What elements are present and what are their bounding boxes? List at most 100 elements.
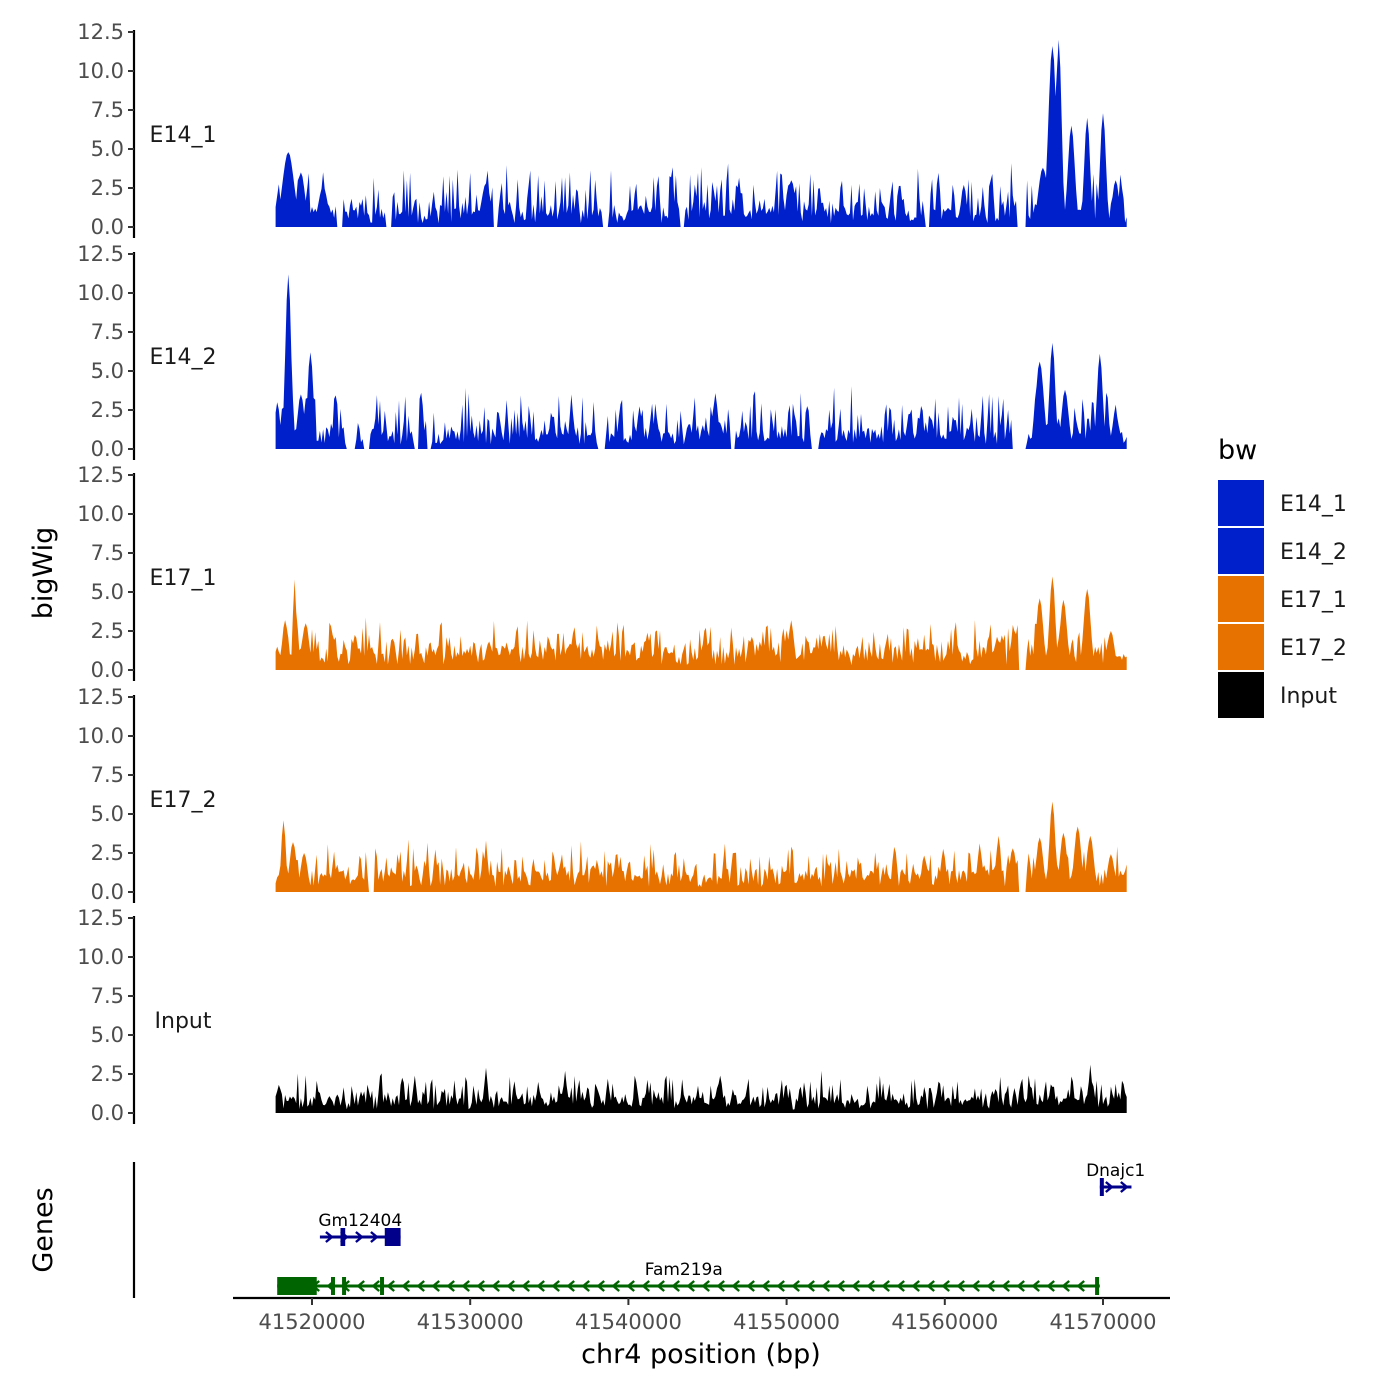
legend-swatch xyxy=(1218,480,1264,526)
strand-arrow xyxy=(731,1280,740,1292)
gene-Fam219a: Fam219a xyxy=(277,1260,1100,1295)
strand-arrow xyxy=(551,1280,560,1292)
legend-label: E17_2 xyxy=(1280,636,1347,661)
strand-arrow xyxy=(431,1280,440,1292)
x-axis: 41520000 41530000 41540000 41550000 41560000… xyxy=(233,1296,1170,1370)
strand-arrow xyxy=(416,1280,425,1292)
strand-arrow xyxy=(1046,1280,1055,1292)
strand-arrow xyxy=(536,1280,545,1292)
gene-models: Dnajc1 Gm12404 Fam219a xyxy=(277,1161,1145,1295)
y-tick-label: 5.0 xyxy=(91,137,124,161)
legend-item-Input: Input xyxy=(1218,672,1337,718)
strand-arrow xyxy=(566,1280,575,1292)
strand-arrow xyxy=(596,1280,605,1292)
strand-arrow xyxy=(581,1280,590,1292)
gene-Dnajc1: Dnajc1 xyxy=(1086,1161,1145,1196)
coverage-area-E14_1 xyxy=(275,39,1127,227)
strand-arrow xyxy=(356,1280,365,1292)
y-tick-label: 12.5 xyxy=(77,20,124,44)
legend-label: E17_1 xyxy=(1280,588,1347,613)
gene-exon xyxy=(384,1228,401,1246)
y-axis-title: bigWig xyxy=(28,527,59,620)
strand-arrow xyxy=(791,1280,800,1292)
track-E14_2: 0.0 2.5 5.0 7.5 10.0 12.5 E14_2 xyxy=(77,242,1127,461)
legend-item-E17_2: E17_2 xyxy=(1218,624,1347,670)
x-tick-label: 41550000 xyxy=(733,1310,840,1334)
strand-arrow xyxy=(836,1280,845,1292)
strand-arrow xyxy=(641,1280,650,1292)
gene-exon xyxy=(1095,1277,1100,1295)
y-tick-label: 0.0 xyxy=(91,880,124,904)
y-tick-label: 12.5 xyxy=(77,242,124,266)
strand-arrow xyxy=(656,1280,665,1292)
strand-arrow xyxy=(1061,1280,1070,1292)
x-tick-label: 41540000 xyxy=(575,1310,682,1334)
genes-panel: Genes Dnajc1 Gm12404 Fam219a xyxy=(28,1161,1145,1298)
legend-swatch xyxy=(1218,528,1264,574)
strand-arrow xyxy=(716,1280,725,1292)
gene-Gm12404: Gm12404 xyxy=(318,1211,402,1246)
y-tick-label: 2.5 xyxy=(91,1062,124,1086)
track-E14_1: 0.0 2.5 5.0 7.5 10.0 12.5 E14_1 xyxy=(77,20,1127,239)
y-tick-label: 2.5 xyxy=(91,841,124,865)
strand-arrow xyxy=(776,1280,785,1292)
y-tick-label: 2.5 xyxy=(91,619,124,643)
legend-swatch xyxy=(1218,624,1264,670)
strand-arrow xyxy=(626,1280,635,1292)
gene-exon xyxy=(277,1277,317,1295)
gene-exon xyxy=(340,1228,346,1246)
legend-label: Input xyxy=(1280,684,1337,709)
strand-arrow xyxy=(491,1280,500,1292)
legend-label: E14_1 xyxy=(1280,492,1347,517)
y-tick-label: 10.0 xyxy=(77,945,124,969)
track-label-E14_2: E14_2 xyxy=(150,345,217,370)
strand-arrow xyxy=(986,1280,995,1292)
gene-label: Fam219a xyxy=(645,1260,723,1280)
strand-arrow xyxy=(355,1231,364,1243)
x-axis-ticks: 41520000 41530000 41540000 41550000 41560000… xyxy=(259,1298,1156,1334)
y-tick-label: 10.0 xyxy=(77,281,124,305)
strand-arrow xyxy=(686,1280,695,1292)
strand-arrow xyxy=(370,1231,379,1243)
track-label-E14_1: E14_1 xyxy=(150,123,217,148)
strand-arrow xyxy=(806,1280,815,1292)
y-tick-label: 7.5 xyxy=(91,763,124,787)
strand-arrow xyxy=(1031,1280,1040,1292)
y-tick-label: 7.5 xyxy=(91,984,124,1008)
track-label-Input: Input xyxy=(155,1009,212,1034)
strand-arrow xyxy=(821,1280,830,1292)
y-tick-label: 12.5 xyxy=(77,463,124,487)
strand-arrow xyxy=(401,1280,410,1292)
x-axis-title: chr4 position (bp) xyxy=(581,1339,821,1370)
y-tick-label: 5.0 xyxy=(91,1023,124,1047)
strand-arrow xyxy=(461,1280,470,1292)
gene-exon xyxy=(330,1277,335,1295)
strand-arrow xyxy=(971,1280,980,1292)
y-tick-label: 10.0 xyxy=(77,502,124,526)
strand-arrow xyxy=(1001,1280,1010,1292)
coverage-area-E17_2 xyxy=(275,801,1127,892)
strand-arrow xyxy=(1105,1181,1114,1193)
gene-label: Gm12404 xyxy=(318,1211,402,1231)
strand-arrow xyxy=(1120,1181,1129,1193)
gene-label: Dnajc1 xyxy=(1086,1161,1145,1181)
strand-arrow xyxy=(881,1280,890,1292)
strand-arrow xyxy=(671,1280,680,1292)
strand-arrow xyxy=(851,1280,860,1292)
y-tick-label: 10.0 xyxy=(77,59,124,83)
legend-item-E14_2: E14_2 xyxy=(1218,528,1347,574)
strand-arrow xyxy=(476,1280,485,1292)
strand-arrow xyxy=(956,1280,965,1292)
x-tick-label: 41560000 xyxy=(891,1310,998,1334)
y-tick-label: 12.5 xyxy=(77,685,124,709)
coverage-area-Input xyxy=(275,1064,1127,1113)
track-Input: 0.0 2.5 5.0 7.5 10.0 12.5 Input xyxy=(77,906,1127,1125)
legend-item-E17_1: E17_1 xyxy=(1218,576,1347,622)
y-tick-label: 7.5 xyxy=(91,320,124,344)
y-tick-label: 0.0 xyxy=(91,1101,124,1125)
strand-arrow xyxy=(941,1280,950,1292)
gene-exon xyxy=(1099,1178,1104,1196)
x-tick-label: 41520000 xyxy=(259,1310,366,1334)
strand-arrow xyxy=(926,1280,935,1292)
strand-arrow xyxy=(761,1280,770,1292)
